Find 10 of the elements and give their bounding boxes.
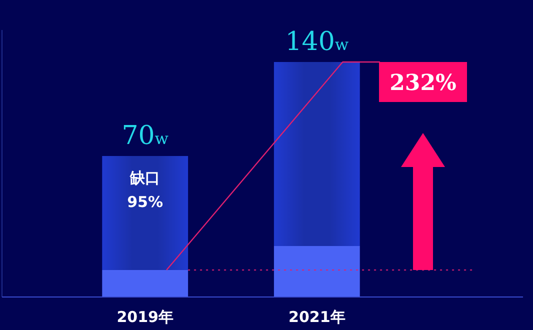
x-tick-label: 2021年 <box>288 308 346 326</box>
annotation: 232% <box>390 70 457 96</box>
x-tick-label: 2019年 <box>116 308 174 326</box>
bar <box>102 270 188 297</box>
bar <box>274 246 360 297</box>
bar <box>274 62 360 246</box>
annotation: 缺口 95% <box>127 168 164 211</box>
bar <box>102 156 188 270</box>
annotation: 70w <box>122 121 169 151</box>
annotation: 140w <box>285 27 349 57</box>
